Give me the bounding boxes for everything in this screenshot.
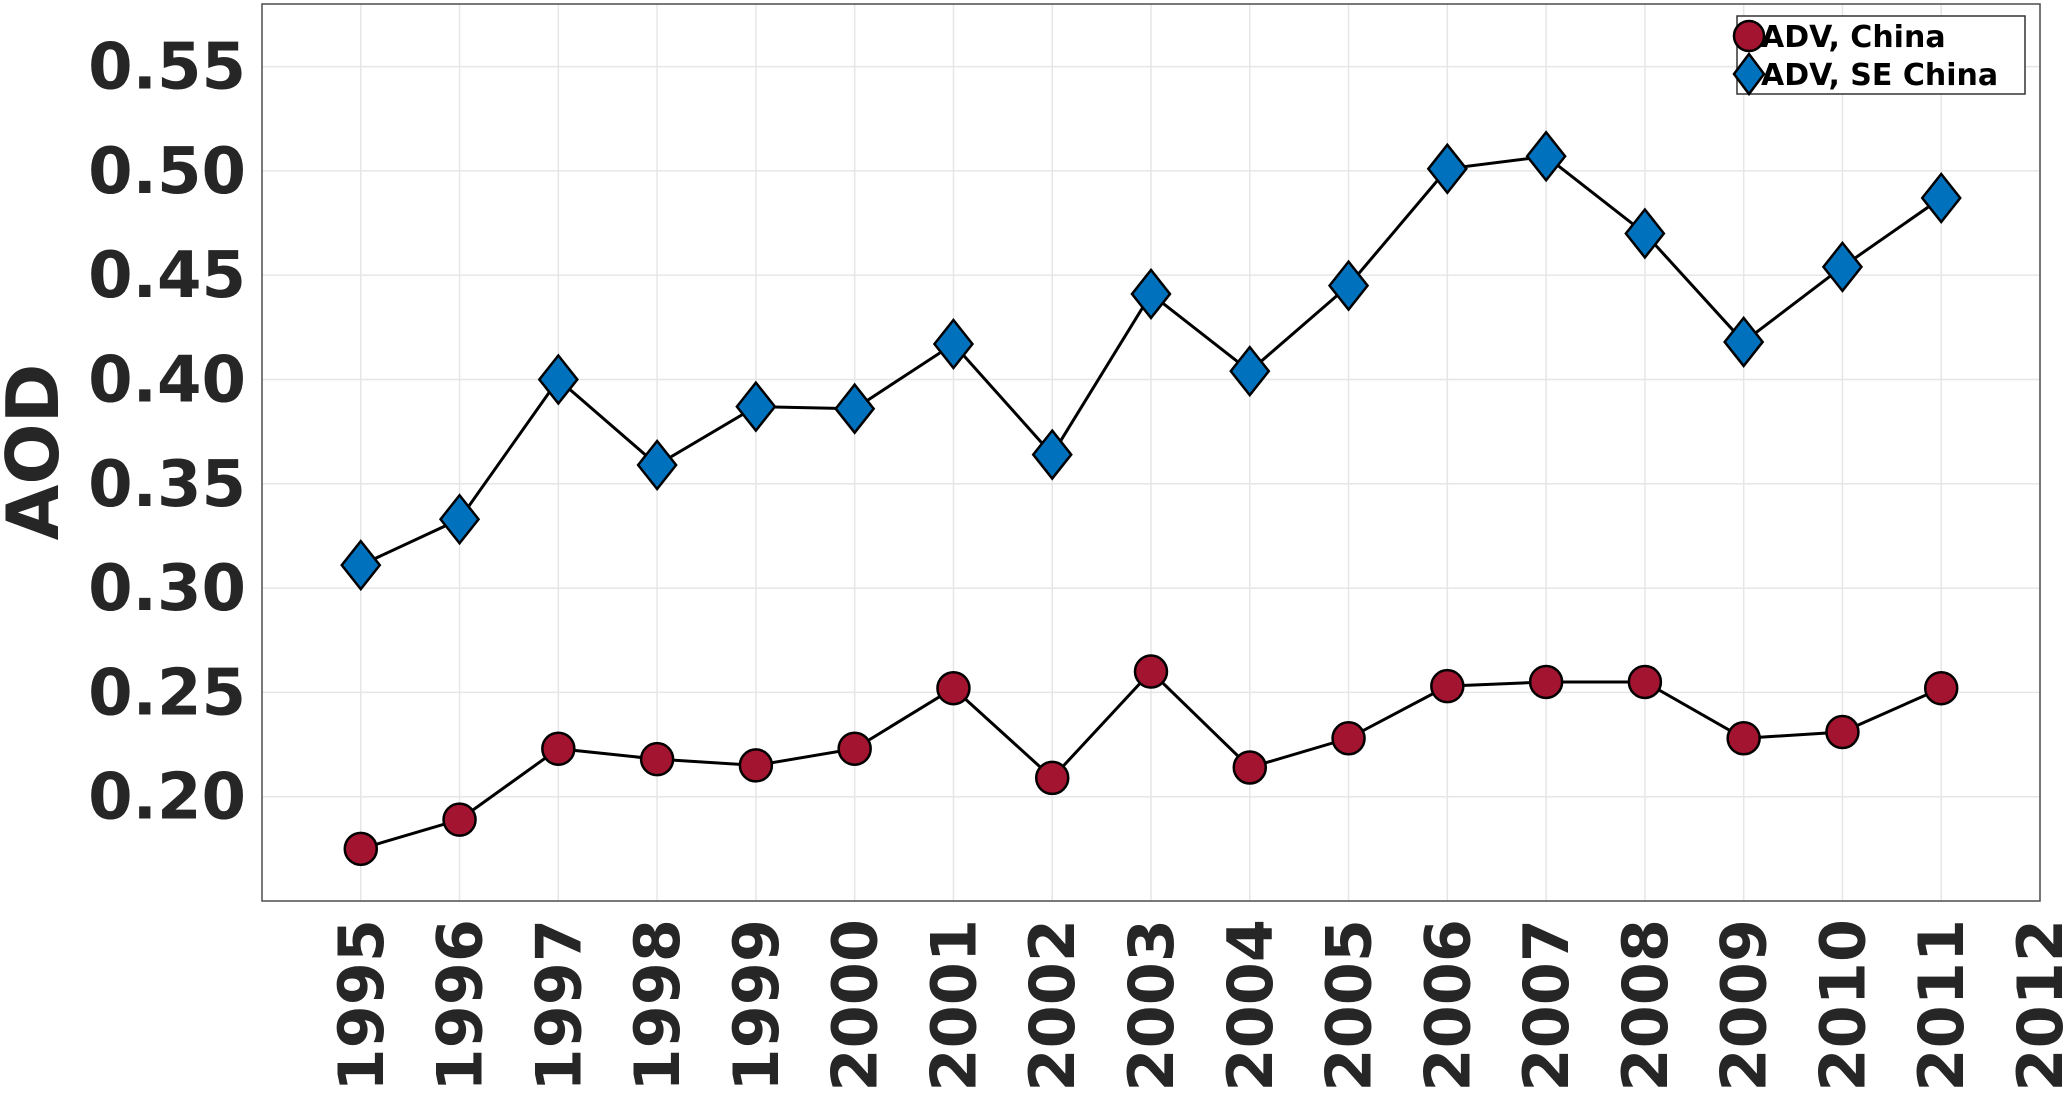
x-tick-label: 2000 (819, 919, 892, 1092)
data-point-se-china (1130, 267, 1172, 320)
x-tick-label: 2002 (1016, 919, 1089, 1092)
x-tick-label: 1998 (621, 919, 694, 1092)
data-point-se-china (537, 353, 579, 406)
x-tick-label: 1999 (720, 919, 793, 1092)
data-point-china (1528, 664, 1564, 700)
x-tick-label: 1997 (522, 919, 595, 1092)
data-point-se-china (1821, 240, 1864, 293)
legend-marker-circle (1732, 19, 1766, 53)
data-point-china (1232, 750, 1268, 785)
series-layer (340, 130, 1962, 867)
plot-area-frame (261, 3, 2041, 902)
data-point-se-china (932, 318, 975, 371)
x-tick-label: 2005 (1313, 919, 1386, 1092)
y-tick-label: 0.45 (88, 239, 246, 313)
data-point-se-china (1426, 142, 1468, 195)
y-tick-label: 0.30 (88, 552, 246, 626)
x-tick-label: 2011 (1905, 919, 1978, 1092)
legend-marker-diamond (1732, 51, 1766, 97)
y-tick-label: 0.50 (88, 135, 246, 209)
data-point-china (1726, 721, 1761, 756)
data-point-china (1825, 714, 1860, 750)
y-tick-label: 0.20 (88, 761, 246, 835)
data-point-china (541, 731, 576, 766)
data-point-china (442, 802, 477, 837)
x-tick-label: 2012 (2004, 919, 2067, 1092)
x-tick-label: 2010 (1806, 919, 1879, 1092)
x-tick-label: 1996 (424, 919, 497, 1092)
data-point-china (1133, 654, 1169, 689)
legend-label: ADV, China (1761, 20, 1946, 55)
x-tick-label: 2001 (917, 919, 990, 1092)
data-point-china (1331, 721, 1366, 756)
data-point-china (936, 670, 971, 706)
data-point-se-china (1920, 171, 1962, 225)
y-axis-label: AOD (0, 364, 75, 541)
y-tick-label: 0.35 (88, 448, 246, 522)
x-tick-label: 2007 (1510, 919, 1583, 1092)
y-axis-ticks: 0.20 0.25 0.30 0.35 0.40 0.45 0.50 0.55 (88, 31, 246, 835)
data-point-se-china (1624, 207, 1666, 260)
x-tick-label: 1995 (325, 919, 398, 1092)
y-tick-label: 0.40 (88, 343, 246, 417)
x-tick-label: 2004 (1214, 919, 1287, 1092)
data-point-se-china (1723, 315, 1765, 368)
data-point-china (1034, 760, 1070, 796)
data-point-se-china (1031, 428, 1073, 481)
data-point-se-china (735, 380, 777, 433)
data-point-china (1627, 664, 1663, 700)
x-tick-label: 2003 (1115, 919, 1188, 1092)
data-point-se-china (1327, 259, 1370, 312)
legend-label: ADV, SE China (1761, 58, 1998, 93)
data-point-china (639, 741, 675, 777)
y-tick-label: 0.55 (88, 31, 246, 105)
grid-lines (262, 4, 2041, 901)
data-point-china (1923, 670, 1959, 706)
data-point-se-china (636, 439, 678, 492)
data-point-se-china (438, 493, 481, 546)
y-tick-label: 0.25 (88, 656, 246, 730)
x-tick-label: 2008 (1609, 919, 1682, 1092)
data-point-se-china (1229, 345, 1271, 398)
data-point-se-china (1525, 130, 1567, 183)
data-point-china (837, 731, 872, 766)
x-tick-label: 2009 (1708, 919, 1781, 1092)
legend-box (1736, 15, 2026, 95)
data-point-se-china (834, 382, 876, 435)
x-axis-ticks: 1995 1996 1997 1998 1999 2000 2001 2002 2003 2004… (325, 919, 2067, 1092)
x-tick-label: 2006 (1411, 919, 1484, 1092)
data-point-china (1430, 668, 1465, 704)
data-point-china (738, 748, 774, 783)
data-point-china (343, 831, 379, 867)
data-point-se-china (340, 539, 382, 592)
